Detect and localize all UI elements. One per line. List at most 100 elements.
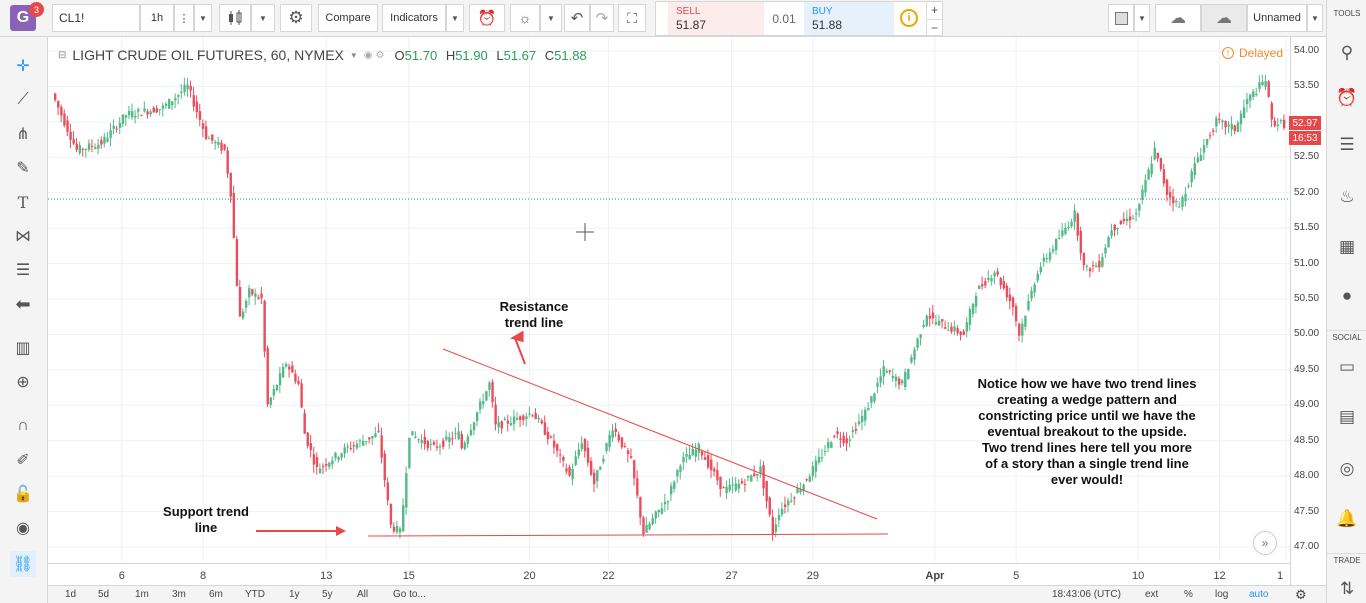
candle-body (1138, 204, 1141, 211)
price-chart[interactable] (48, 37, 1290, 563)
plus-icon[interactable]: + (926, 2, 942, 18)
range-button-5d[interactable]: 5d (98, 589, 110, 600)
range-button-1y[interactable]: 1y (289, 589, 300, 600)
crosshair-icon[interactable]: ✛ (16, 58, 30, 75)
extended-hours-toggle[interactable]: ext (1145, 589, 1159, 600)
symbol-search-input[interactable]: CL1! (52, 4, 140, 32)
candle-body (211, 134, 214, 141)
legend-chevron-down-icon[interactable]: ▼ (349, 50, 358, 60)
compare-label: Compare (325, 12, 371, 24)
calendar-icon[interactable]: ▦ (1338, 237, 1356, 256)
info-icon[interactable]: i (900, 9, 918, 27)
auto-scale-toggle[interactable]: auto (1249, 589, 1269, 600)
log-scale-toggle[interactable]: log (1215, 589, 1229, 600)
redo-button[interactable]: ↷ (590, 4, 614, 32)
link-icon[interactable]: ⛓ (10, 551, 36, 577)
lock-icon[interactable]: 🔓 (13, 486, 33, 503)
layout-button[interactable] (1108, 4, 1134, 32)
range-button-3m[interactable]: 3m (172, 589, 186, 600)
range-button-6m[interactable]: 6m (209, 589, 223, 600)
notifications-bell-icon[interactable]: 🔔 (1336, 509, 1358, 528)
text-tool-icon[interactable]: T (17, 192, 29, 212)
candle-body (608, 434, 611, 448)
percent-scale-toggle[interactable]: % (1184, 589, 1193, 600)
candle-body (238, 286, 242, 317)
chart-style-chevron-down-icon[interactable]: ▼ (251, 4, 275, 32)
compare-button[interactable]: Compare (318, 4, 378, 32)
legend-eye-icon[interactable]: ◉ (363, 49, 373, 61)
resistance-trend-line[interactable] (442, 348, 878, 520)
time-axis[interactable]: 6 8 13 15 20 22 27 29 Apr 5 10 12 1 (48, 563, 1290, 585)
magnet-icon[interactable]: ∩ (17, 417, 29, 434)
delayed-badge: ! Delayed (1222, 46, 1283, 60)
alerts-alarm-icon[interactable]: ⏰ (1336, 88, 1358, 107)
time-tick-label: 8 (200, 570, 207, 582)
stay-drawing-icon[interactable]: ✐ (16, 452, 30, 469)
pattern-icon[interactable]: ⋈ (15, 228, 31, 245)
candle-body (460, 433, 463, 449)
interval-button[interactable]: 1h (140, 4, 174, 32)
range-button-1m[interactable]: 1m (135, 589, 149, 600)
eye-icon[interactable]: ◉ (16, 520, 30, 537)
candle-body (925, 315, 929, 326)
prediction-icon[interactable]: ☰ (15, 262, 31, 279)
arrow-left-icon[interactable]: ⬅ (15, 293, 31, 314)
chart-style-button[interactable] (219, 4, 251, 32)
pitchfork-icon[interactable]: ⋔ (16, 126, 30, 143)
goto-button[interactable]: Go to... (393, 589, 426, 600)
candle-body (636, 478, 639, 496)
candle-body (842, 435, 845, 444)
range-button-5y[interactable]: 5y (322, 589, 333, 600)
candle-body (1128, 216, 1132, 221)
symbol-title[interactable]: LIGHT CRUDE OIL FUTURES, 60, NYMEX (72, 47, 344, 63)
candle-body (254, 293, 257, 297)
candle-body (346, 446, 349, 448)
zoom-in-icon[interactable]: ⊕ (16, 374, 30, 391)
trend-line-icon[interactable]: ⟋ (17, 91, 29, 108)
layout-chevron-down-icon[interactable]: ▼ (1134, 4, 1150, 32)
save-cloud-button[interactable]: ☁ (1201, 4, 1247, 32)
idea-button[interactable]: ☼ (510, 4, 540, 32)
buy-button[interactable]: BUY 51.88 (804, 2, 894, 35)
settings-button[interactable]: ⚙ (280, 4, 312, 32)
indicators-chevron-down-icon[interactable]: ▼ (446, 4, 464, 32)
data-window-icon[interactable]: ☰ (1339, 135, 1355, 154)
chart-pane[interactable] (48, 37, 1290, 585)
utc-clock[interactable]: 18:43:06 (UTC) (1052, 589, 1121, 600)
chat-icon[interactable]: ▭ (1338, 357, 1356, 376)
trading-panel-icon[interactable]: ⇅ (1339, 579, 1355, 598)
range-button-1d[interactable]: 1d (65, 589, 77, 600)
legend-settings-icon[interactable]: ⚙ (375, 49, 385, 61)
candle-body (1076, 213, 1079, 236)
candle-body (1030, 290, 1033, 299)
chart-settings-gear-icon[interactable]: ⚙ (1295, 587, 1307, 602)
layout-name-button[interactable]: Unnamed (1247, 4, 1307, 32)
candle-body (694, 449, 698, 457)
scroll-to-realtime-button[interactable]: » (1253, 531, 1277, 555)
candle-body (198, 111, 202, 120)
brush-icon[interactable]: ✎ (16, 160, 30, 177)
interval-more-icon[interactable]: ⋮ (174, 4, 194, 32)
range-button-all[interactable]: All (357, 589, 369, 600)
range-button-ytd[interactable]: YTD (245, 589, 265, 600)
indicators-button[interactable]: Indicators (382, 4, 446, 32)
messages-icon[interactable]: ▤ (1338, 407, 1356, 426)
ideas-lightbulb-icon[interactable]: ● (1341, 286, 1353, 305)
load-cloud-button[interactable]: ☁ (1155, 4, 1201, 32)
streams-icon[interactable]: ◎ (1339, 459, 1355, 478)
interval-chevron-down-icon[interactable]: ▼ (194, 4, 212, 32)
support-trend-line[interactable] (367, 533, 889, 537)
alert-button[interactable]: ⏰ (469, 4, 505, 32)
ruler-icon[interactable]: ▥ (15, 340, 31, 357)
layout-name-chevron-down-icon[interactable]: ▼ (1307, 4, 1323, 32)
hotlists-flame-icon[interactable]: ♨ (1339, 187, 1355, 206)
fullscreen-button[interactable]: ⛶ (618, 4, 646, 32)
candle-body (69, 131, 72, 140)
minus-icon[interactable]: − (926, 19, 942, 35)
candle-body (189, 86, 192, 91)
candle-body (1159, 158, 1163, 170)
watchlist-search-icon[interactable]: ⚲ (1340, 43, 1354, 62)
sell-button[interactable]: SELL 51.87 (668, 2, 764, 35)
undo-button[interactable]: ↶ (564, 4, 590, 32)
idea-chevron-down-icon[interactable]: ▼ (540, 4, 562, 32)
